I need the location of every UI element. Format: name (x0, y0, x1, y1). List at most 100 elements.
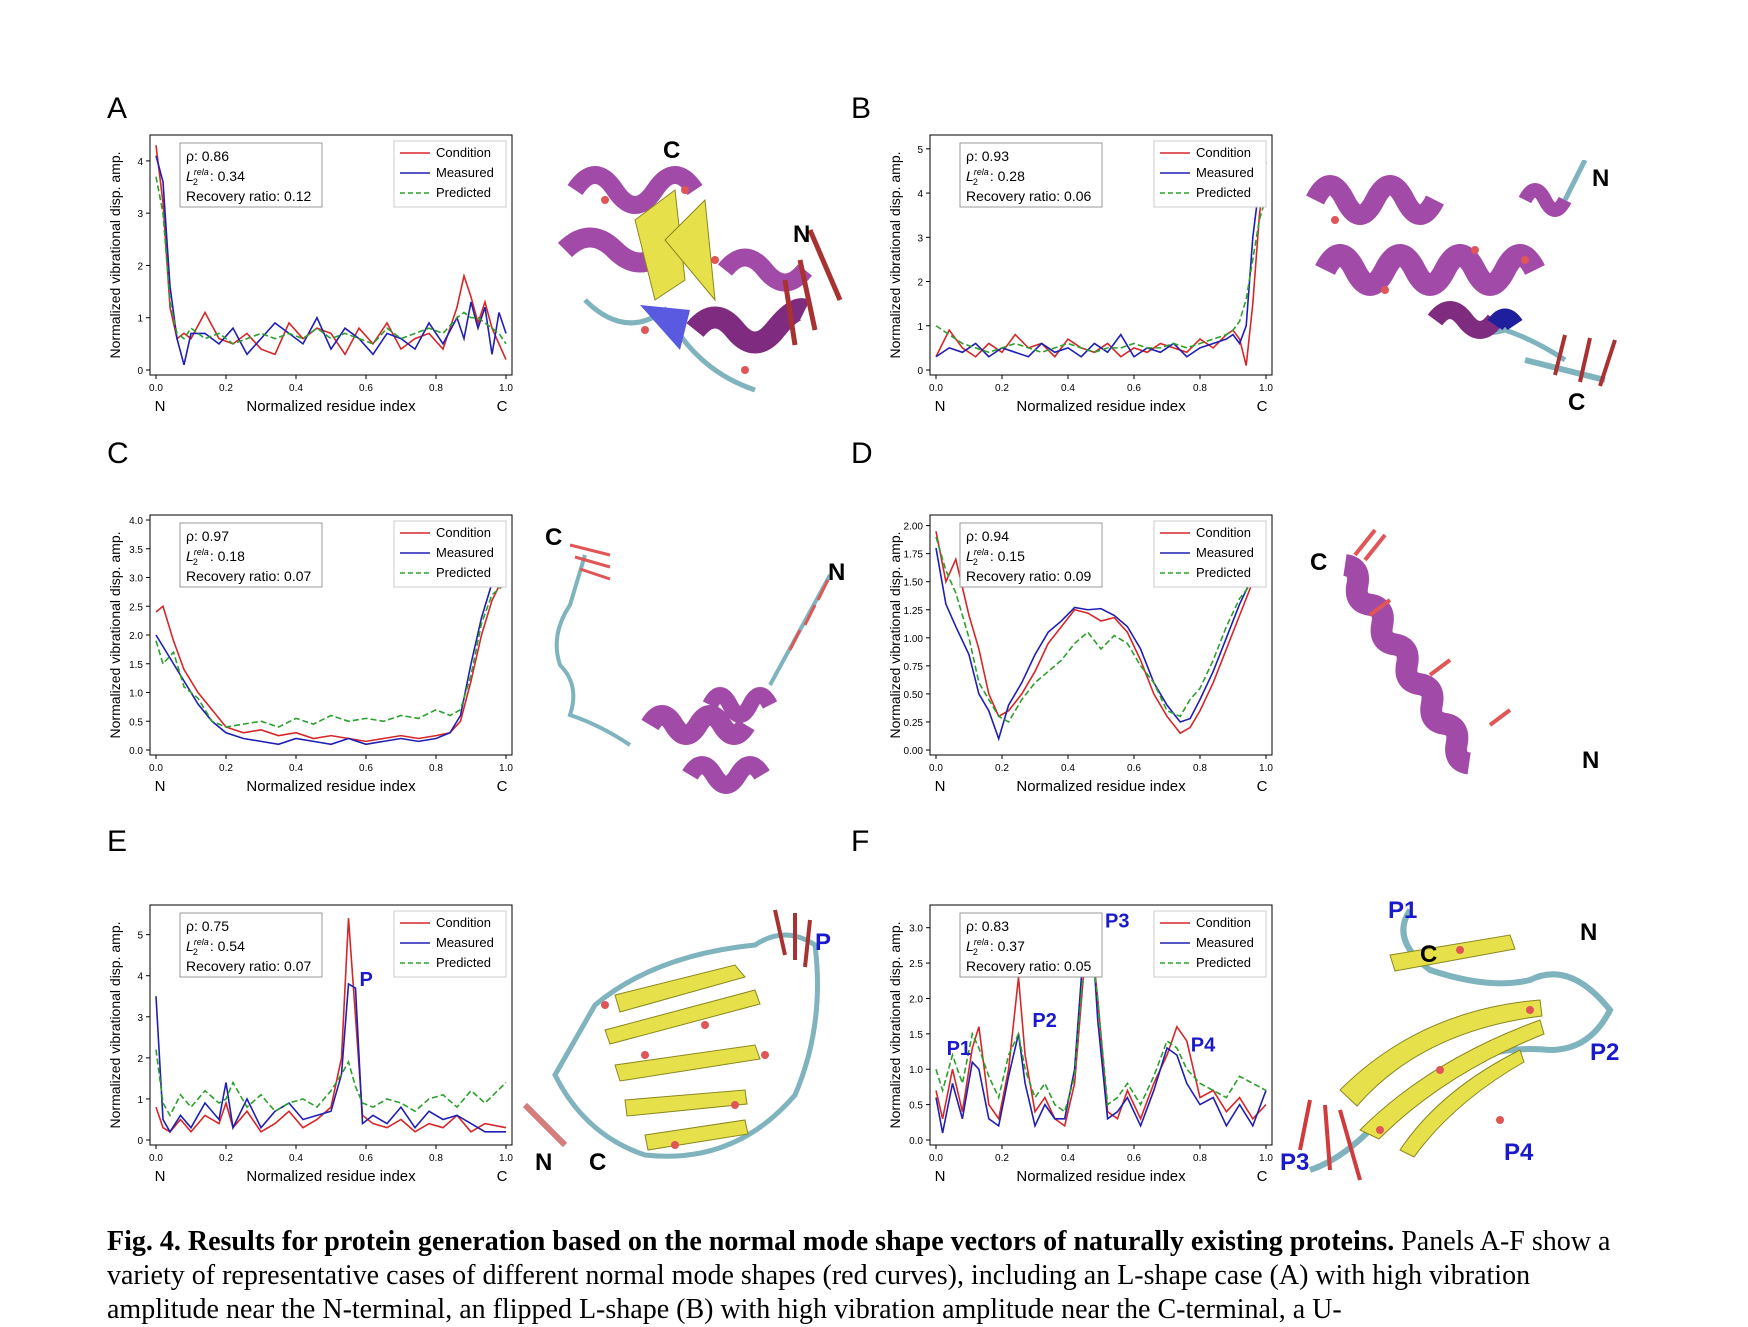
x-tick-label: 1.0 (499, 1153, 513, 1164)
protein-structure-d: C N (1310, 528, 1599, 775)
stats-box-frame (179, 522, 323, 588)
x-tick-label: 0.2 (219, 383, 233, 394)
legend-label-predicted: Predicted (1196, 185, 1251, 200)
peak-label: P3 (1105, 911, 1129, 933)
y-tick-label: 5 (137, 931, 143, 942)
x-axis-n-label: N (155, 398, 166, 415)
legend-frame (1153, 910, 1267, 978)
stat-rho: ρ: 0.94 (966, 528, 1009, 544)
legend-label-condition: Condition (1196, 145, 1251, 160)
x-axis-label: Normalized residue index (1016, 398, 1186, 415)
y-tick-label: 1.75 (904, 550, 924, 561)
chart-svg: 0 1 2 3 4 5 0.0 0.2 0.4 0.6 0.8 1.0 Normalized resid… (887, 134, 1273, 415)
panel-letter-d: D (851, 437, 873, 470)
legend-label-measured: Measured (1196, 545, 1254, 560)
y-tick-label: 3.0 (909, 924, 923, 935)
stat-l2: Lrela 2: 0.18 (186, 547, 245, 567)
legend: Condition Measured Predicted (393, 910, 507, 978)
series-line-measured (935, 547, 1254, 742)
y-axis-label: Normalized vibrational disp. amp. (107, 922, 123, 1129)
x-tick-label: 0.6 (1127, 763, 1141, 774)
stat-recovery: Recovery ratio: 0.06 (966, 188, 1091, 204)
x-tick-label: 0.0 (149, 1153, 163, 1164)
series-line-measured (155, 559, 507, 746)
x-tick-label: 0.2 (995, 763, 1009, 774)
structure-label: N (828, 559, 845, 586)
legend-label-condition: Condition (436, 915, 491, 930)
x-tick-label: 0.8 (1193, 1153, 1207, 1164)
x-tick-label: 0.0 (149, 763, 163, 774)
series-line-condition (935, 531, 1254, 735)
legend-label-predicted: Predicted (436, 955, 491, 970)
x-axis-c-label: C (497, 1168, 508, 1185)
x-tick-label: 0.0 (149, 383, 163, 394)
x-tick-label: 0.8 (429, 1153, 443, 1164)
x-axis-n-label: N (935, 1168, 946, 1185)
legend-label-condition: Condition (436, 525, 491, 540)
x-tick-label: 0.4 (289, 1153, 303, 1164)
structure-label: C (663, 137, 680, 164)
structure-label: C (1310, 549, 1327, 576)
peak-label: P (360, 969, 373, 991)
stat-recovery: Recovery ratio: 0.12 (186, 188, 311, 204)
panel-letter-a: A (107, 92, 128, 125)
y-tick-label: 1.50 (904, 578, 924, 589)
x-axis-n-label: N (155, 1168, 166, 1185)
y-tick-label: 3 (137, 209, 143, 220)
y-tick-label: 0 (137, 366, 143, 377)
series-line-measured (935, 170, 1267, 358)
y-tick-label: 0.75 (904, 662, 924, 673)
y-tick-label: 4 (137, 157, 143, 168)
stat-recovery: Recovery ratio: 0.05 (966, 958, 1091, 974)
y-tick-label: 2.00 (904, 522, 924, 533)
x-tick-label: 0.8 (429, 763, 443, 774)
x-axis-c-label: C (497, 778, 508, 795)
structure-label: N (1582, 747, 1599, 774)
y-tick-label: 1.00 (904, 634, 924, 645)
x-axis-label: Normalized residue index (246, 778, 416, 795)
legend-label-measured: Measured (436, 165, 494, 180)
protein-structure-f: P1 C N P2 P3 P4 (1280, 897, 1619, 1181)
y-axis-label: Normalized vibrational disp. amp. (887, 922, 903, 1129)
y-tick-label: 4.0 (129, 516, 143, 527)
legend-label-measured: Measured (1196, 165, 1254, 180)
stat-l2: Lrela 2: 0.54 (186, 937, 245, 957)
stats-box-frame (959, 522, 1103, 588)
x-tick-label: 0.2 (995, 1153, 1009, 1164)
chart-svg: 0 1 2 3 4 0.0 0.2 0.4 0.6 0.8 1.0 Normalized residu… (107, 134, 513, 415)
y-tick-label: 2.5 (909, 959, 923, 970)
series-line-predicted (935, 536, 1254, 724)
legend-label-measured: Measured (436, 935, 494, 950)
x-tick-label: 0.4 (1061, 763, 1075, 774)
y-tick-label: 0.5 (909, 1101, 923, 1112)
series-line-measured (155, 155, 507, 365)
protein-structure-b: N C (1306, 160, 1617, 416)
stat-recovery: Recovery ratio: 0.07 (186, 958, 311, 974)
legend: Condition Measured Predicted (393, 140, 507, 208)
chart-svg: 0.0 0.5 1.0 1.5 2.0 2.5 3.0 0.0 0.2 0.4 0.6 0.8 1.0 N… (887, 904, 1273, 1185)
structure-label: N (1580, 919, 1597, 946)
stat-l2: Lrela 2: 0.37 (966, 937, 1025, 957)
x-tick-label: 0.8 (1193, 383, 1207, 394)
series-line-measured (155, 982, 506, 1134)
x-axis-c-label: C (1257, 1168, 1268, 1185)
chart-c: 0.0 0.5 1.0 1.5 2.0 2.5 3.0 3.5 4.0 0.0 0.2 0.4 0.6 0… (100, 505, 520, 815)
legend-label-condition: Condition (436, 145, 491, 160)
y-tick-label: 0.25 (904, 718, 924, 729)
x-tick-label: 1.0 (499, 763, 513, 774)
y-tick-label: 3 (137, 1013, 143, 1024)
chart-svg: 0.0 0.5 1.0 1.5 2.0 2.5 3.0 3.5 4.0 0.0 0.2 0.4 0.6 0… (107, 514, 513, 795)
y-tick-label: 2 (137, 1054, 143, 1065)
x-axis-label: Normalized residue index (1016, 1168, 1186, 1185)
structure-peak-label: P (815, 929, 831, 956)
y-tick-label: 3.5 (129, 545, 143, 556)
legend-frame (1153, 520, 1267, 588)
y-axis-label: Normalized vibrational disp. amp. (107, 152, 123, 359)
x-tick-label: 0.6 (359, 1153, 373, 1164)
chart-svg: 0.00 0.25 0.50 0.75 1.00 1.25 1.50 1.75 2.00 0.0 0… (887, 514, 1273, 795)
stats-box-frame (959, 912, 1103, 978)
x-tick-label: 0.4 (1061, 1153, 1075, 1164)
